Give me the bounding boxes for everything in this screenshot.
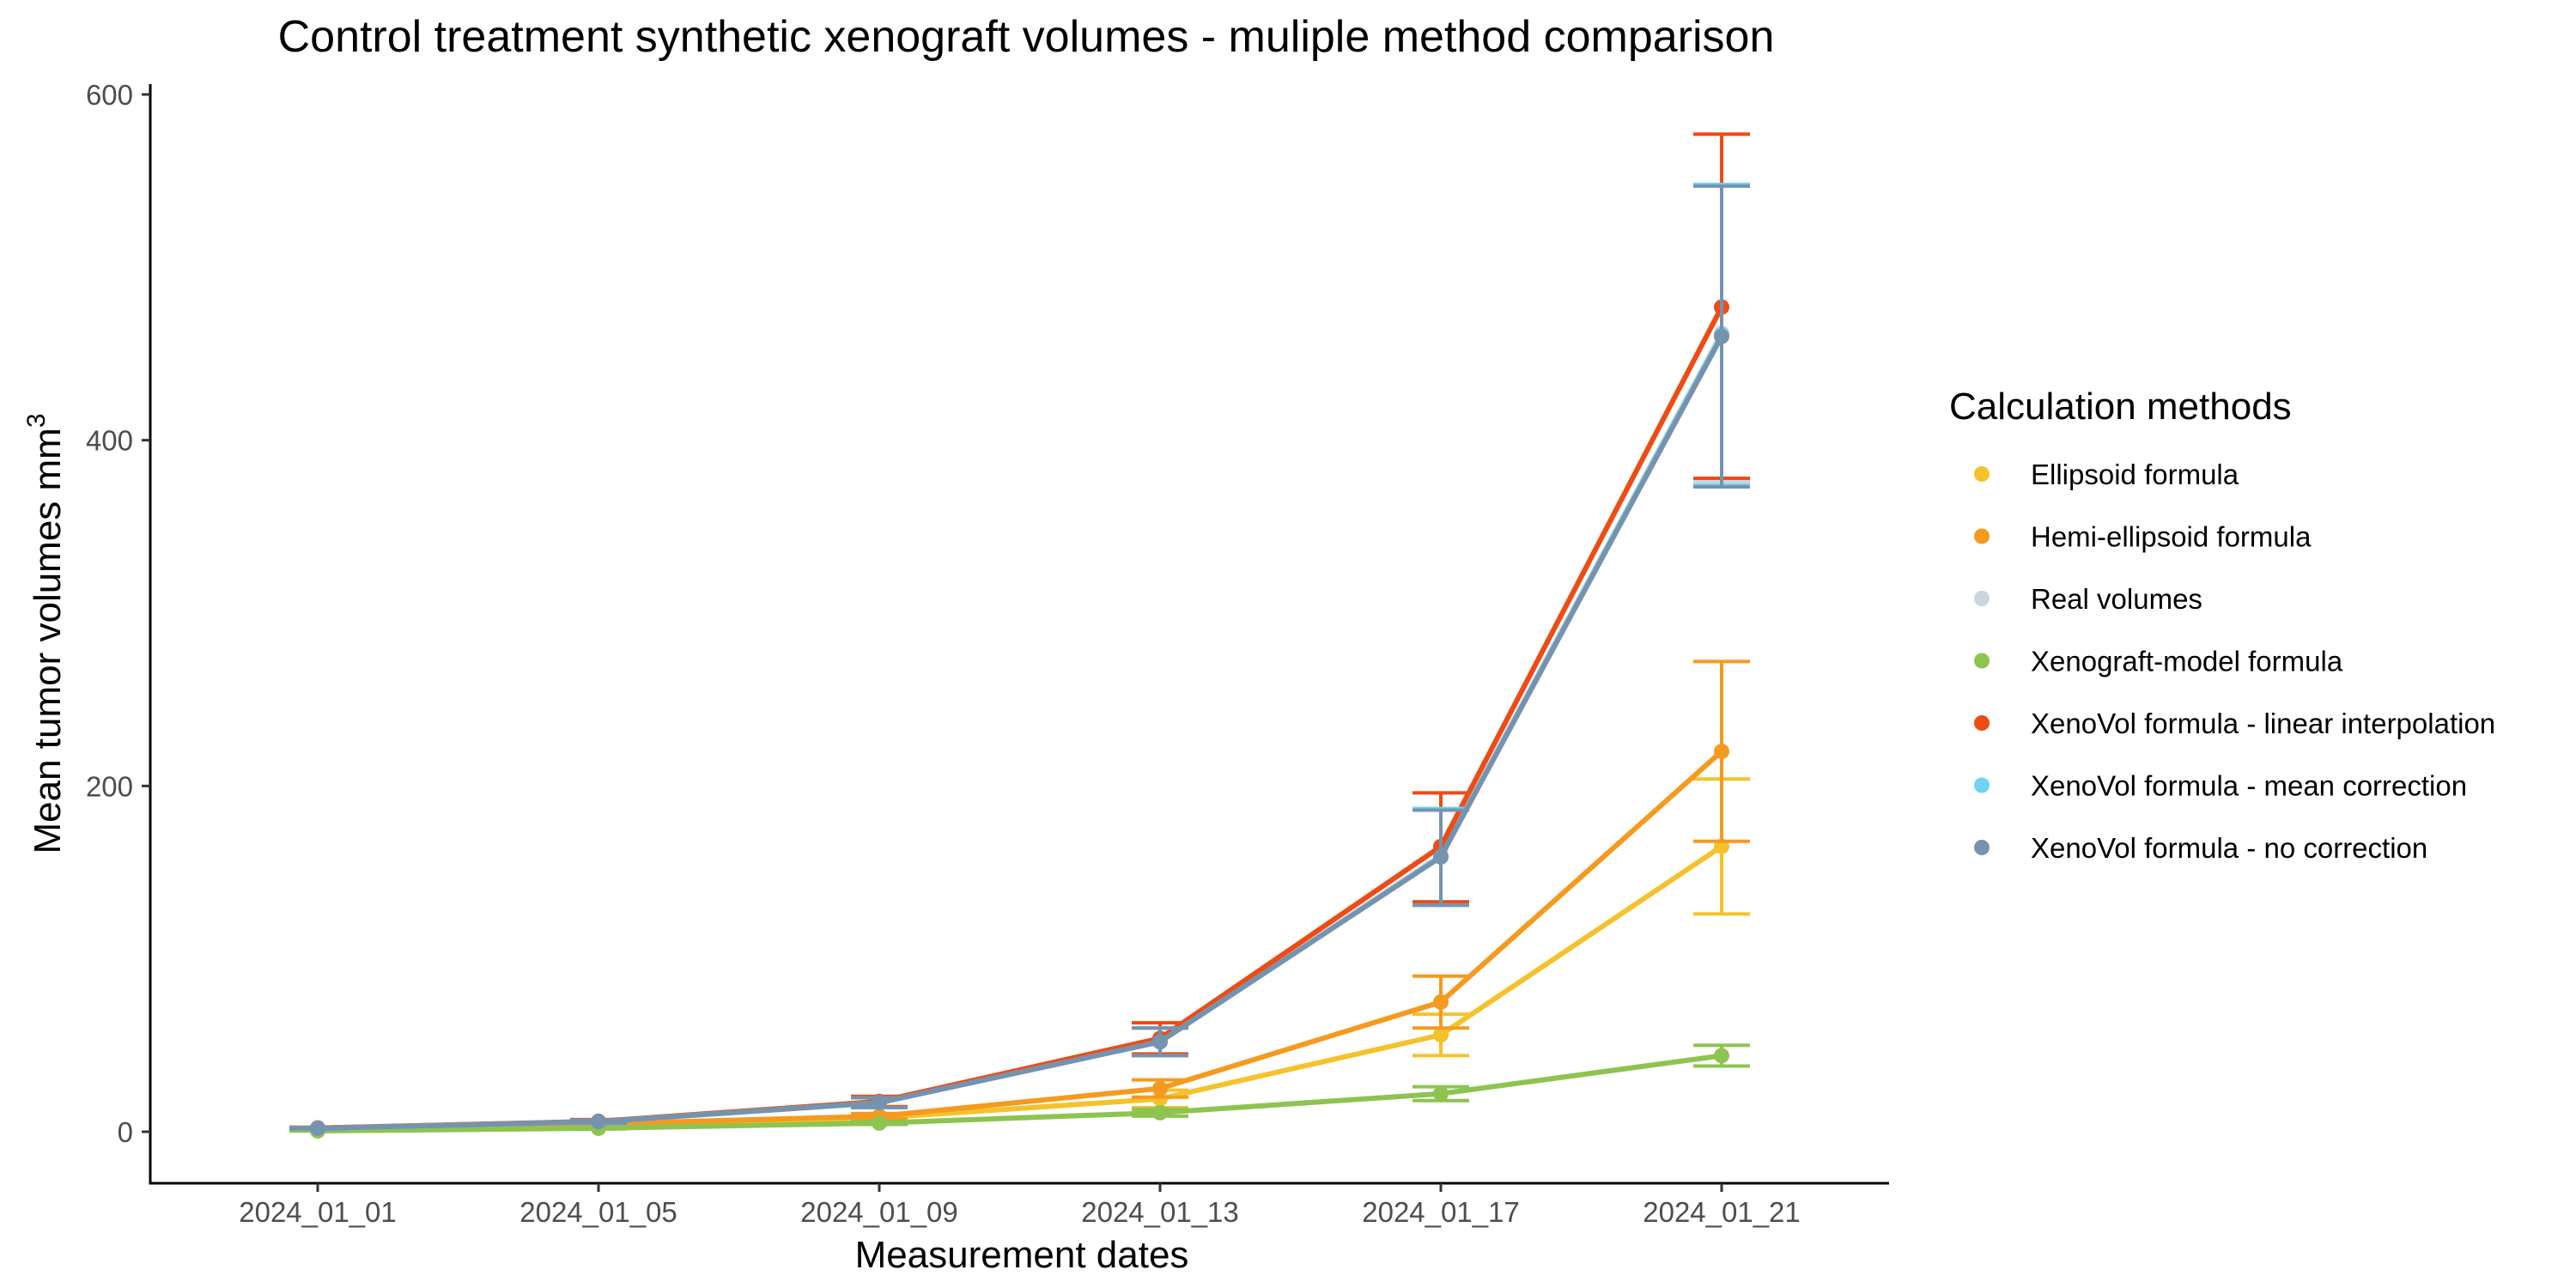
y-tick-label: 0	[118, 1116, 133, 1148]
y-tick-label: 200	[86, 770, 133, 802]
x-ticks: 2024_01_01 2024_01_05 2024_01_09 2024_01_13…	[239, 1183, 1801, 1228]
data-point	[872, 1095, 887, 1111]
legend-label: Ellipsoid formula	[2031, 459, 2239, 490]
data-point	[1433, 848, 1449, 865]
legend-label: Xenograft-model formula	[2031, 646, 2343, 677]
series-3	[289, 1043, 1750, 1139]
chart-title: Control treatment synthetic xenograft vo…	[278, 12, 1775, 62]
series-5	[289, 182, 1750, 1136]
legend-key	[1974, 840, 1990, 855]
data-point	[1433, 994, 1449, 1010]
plot-axes	[149, 84, 1889, 1185]
y-tick-label: 400	[86, 425, 133, 457]
data-point	[1433, 1027, 1449, 1043]
x-tick-label: 2024_01_17	[1362, 1196, 1520, 1228]
data-point	[1152, 1080, 1168, 1097]
data-point	[591, 1114, 606, 1130]
x-tick-label: 2024_01_09	[800, 1196, 958, 1228]
y-axis-title: Mean tumor volumes mm3	[22, 413, 69, 854]
x-axis-title: Measurement dates	[855, 1234, 1189, 1276]
series-2	[289, 182, 1750, 1136]
series-line	[317, 844, 1723, 1133]
legend-label: Real volumes	[2031, 583, 2202, 615]
legend-items: Ellipsoid formula Hemi-ellipsoid formula R…	[1974, 459, 2495, 864]
legend-label: XenoVol formula - linear interpolation	[2031, 708, 2495, 739]
legend: Calculation methods Ellipsoid formula Hem…	[1949, 386, 2495, 864]
series-line	[317, 1053, 1722, 1133]
x-tick-label: 2024_01_05	[519, 1196, 677, 1228]
data-point	[1152, 1104, 1168, 1121]
data-point	[1433, 1085, 1449, 1102]
data-point	[1714, 328, 1729, 344]
series-1	[289, 659, 1750, 1138]
data-point	[1714, 1048, 1729, 1064]
y-axis-title-text: Mean tumor volumes mm	[27, 428, 69, 854]
series-line	[317, 306, 1724, 1131]
x-tick-label: 2024_01_21	[1643, 1196, 1801, 1228]
x-tick-label: 2024_01_13	[1081, 1196, 1239, 1228]
series-6	[289, 184, 1750, 1136]
legend-key	[1974, 466, 1990, 482]
legend-key	[1974, 715, 1990, 731]
legend-label: XenoVol formula - no correction	[2031, 832, 2427, 864]
y-ticks: 0 200 400 600	[86, 79, 150, 1148]
x-tick-label: 2024_01_01	[239, 1196, 397, 1228]
legend-key	[1974, 777, 1990, 793]
legend-key	[1974, 653, 1990, 669]
legend-key	[1974, 528, 1990, 544]
data-point	[310, 1120, 325, 1136]
data-point	[872, 1115, 887, 1131]
series-line	[317, 335, 1724, 1131]
legend-label: Hemi-ellipsoid formula	[2031, 521, 2312, 553]
legend-title: Calculation methods	[1949, 386, 2292, 428]
data-point	[1714, 744, 1729, 760]
legend-key	[1974, 591, 1990, 606]
series-layer	[289, 132, 1750, 1139]
series-4	[289, 132, 1750, 1136]
y-tick-label: 600	[86, 79, 133, 111]
data-point	[1152, 1034, 1168, 1050]
legend-label: XenoVol formula - mean correction	[2031, 770, 2467, 802]
y-axis-title-superscript: 3	[22, 413, 51, 428]
